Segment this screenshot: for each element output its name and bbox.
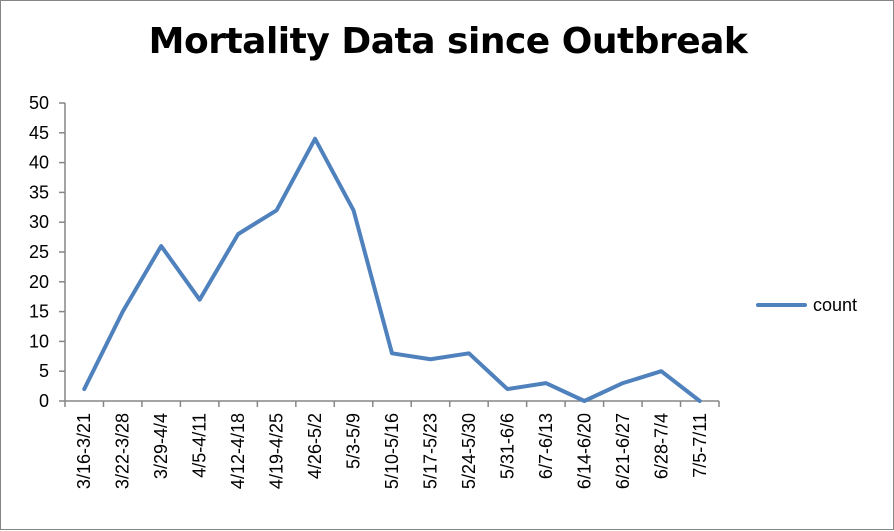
data-point — [275, 208, 279, 212]
data-point — [313, 137, 317, 141]
data-point — [82, 387, 86, 391]
data-point — [467, 351, 471, 355]
y-tick-label: 30 — [29, 212, 49, 232]
x-tick-label: 6/21-6/27 — [613, 413, 633, 489]
x-tick-label: 3/16-3/21 — [74, 413, 94, 489]
x-tick-label: 4/5-4/11 — [190, 413, 210, 478]
data-point — [159, 244, 163, 248]
y-tick-label: 5 — [39, 361, 49, 381]
x-tick-label: 3/22-3/28 — [113, 413, 133, 489]
y-tick-label: 45 — [29, 123, 49, 143]
data-point — [352, 208, 356, 212]
legend-label: count — [813, 295, 857, 315]
x-tick-label: 7/5-7/11 — [690, 413, 710, 478]
y-tick-label: 35 — [29, 182, 49, 202]
x-tick-label: 5/31-6/6 — [497, 413, 517, 479]
x-tick-label: 4/19-4/25 — [267, 413, 287, 489]
data-point — [659, 369, 663, 373]
x-tick-label: 4/12-4/18 — [228, 413, 248, 489]
x-tick-label: 6/7-6/13 — [536, 413, 556, 479]
y-tick-label: 15 — [29, 302, 49, 322]
data-point — [198, 298, 202, 302]
y-tick-label: 40 — [29, 153, 49, 173]
data-point — [582, 399, 586, 403]
series-line — [82, 136, 702, 403]
data-point — [121, 310, 125, 314]
y-tick-label: 25 — [29, 242, 49, 262]
y-tick-label: 0 — [39, 391, 49, 411]
y-tick-label: 50 — [29, 93, 49, 113]
data-point — [390, 351, 394, 355]
chart-title: Mortality Data since Outbreak — [148, 21, 748, 62]
x-tick-label: 5/3-5/9 — [344, 413, 364, 469]
x-tick-label: 5/10-5/16 — [382, 413, 402, 489]
data-point — [505, 387, 509, 391]
y-tick-label: 10 — [29, 331, 49, 351]
x-tick-label: 5/24-5/30 — [459, 413, 479, 489]
data-point — [698, 399, 702, 403]
y-tick-label: 20 — [29, 272, 49, 292]
data-point — [428, 357, 432, 361]
x-tick-label: 5/17-5/23 — [420, 413, 440, 489]
data-point — [621, 381, 625, 385]
data-point — [544, 381, 548, 385]
x-tick-label: 6/14-6/20 — [574, 413, 594, 489]
x-tick-label: 6/28-7/4 — [651, 413, 671, 479]
x-tick-label: 4/26-5/2 — [305, 413, 325, 479]
data-point — [236, 232, 240, 236]
x-tick-label: 3/29-4/4 — [151, 413, 171, 479]
